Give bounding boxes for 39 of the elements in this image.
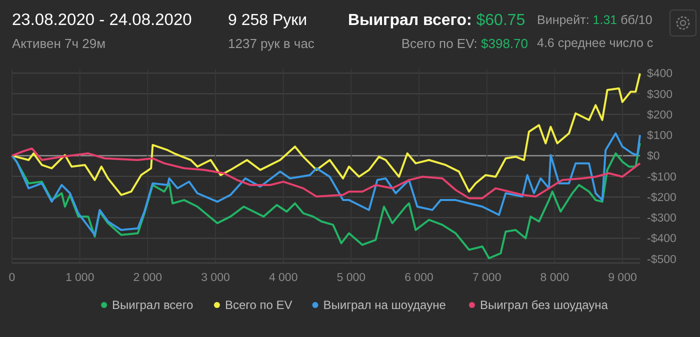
line-series: [11, 132, 641, 236]
chart-title: 23.08.2020 - 24.08.2020: [12, 11, 192, 29]
y-tick-label: -$300: [647, 212, 676, 225]
y-tick-label: $400: [647, 68, 673, 80]
x-tick-label: 4 000: [268, 272, 298, 284]
y-tick-label: -$500: [647, 254, 676, 266]
text: Винрейт:: [537, 13, 590, 27]
legend-label: Всего по EV: [224, 298, 292, 312]
text: бб/10: [617, 13, 652, 27]
y-tick-label: $100: [647, 130, 673, 142]
legend-label: Выиграл всего: [112, 298, 194, 312]
text: 9 258 Руки: [228, 12, 308, 29]
x-tick-label: 1 000: [65, 272, 94, 284]
text: Активен 7ч 29м: [12, 36, 106, 51]
text: Всего по EV:: [401, 36, 478, 51]
y-tick-label: $300: [647, 88, 673, 101]
x-tick-label: 5 000: [336, 272, 366, 284]
text: 1237 рук в час: [228, 36, 315, 51]
line-series: [11, 147, 641, 200]
y-tick-label: -$200: [647, 192, 676, 204]
text: 1.31: [589, 13, 618, 27]
legend-label: Выиграл на шоудауне: [323, 298, 446, 312]
x-tick-label: 6 000: [404, 272, 434, 284]
x-tick-label: 0: [8, 272, 16, 284]
text: $60.75: [472, 12, 526, 29]
y-tick-label: -$400: [647, 233, 676, 246]
text: 4.6 среднее число с: [537, 36, 654, 50]
x-tick-label: 9 000: [608, 272, 637, 284]
x-tick-label: 2 000: [133, 272, 162, 284]
line-series: [11, 72, 641, 196]
legend-label: Выиграл без шоудауна: [480, 298, 608, 312]
x-tick-label: 8 000: [540, 272, 570, 284]
y-tick-label: -$100: [647, 171, 676, 184]
x-tick-label: 7 000: [472, 272, 502, 284]
y-tick-label: $0: [647, 150, 660, 163]
text: Выиграл всего:: [348, 12, 472, 29]
x-tick-label: 3 000: [201, 272, 230, 284]
text: $398.70: [477, 36, 528, 51]
y-tick-label: $200: [647, 109, 673, 122]
